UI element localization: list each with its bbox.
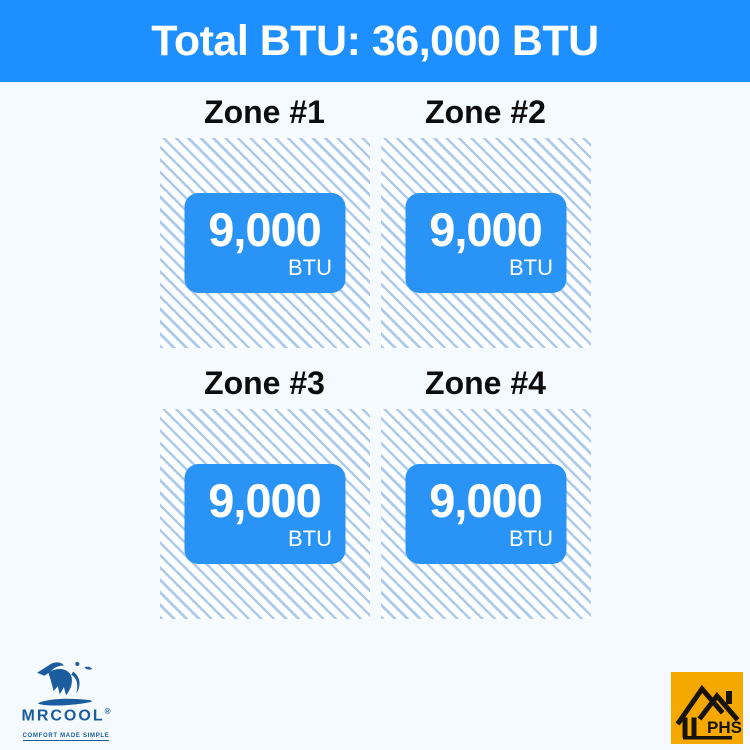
zone-1-btu-card: 9,000 BTU: [184, 193, 345, 293]
mrcool-penguin-icon: [37, 661, 93, 706]
zone-3: Zone #3 9,000 BTU: [159, 348, 370, 619]
zone-4-area: 9,000 BTU: [380, 409, 591, 619]
total-btu-banner: Total BTU: 36,000 BTU: [0, 0, 750, 82]
zone-2-btu-value: 9,000: [429, 203, 543, 256]
mrcool-brand-text: MRCOOL: [21, 707, 105, 725]
zone-1-btu-value: 9,000: [208, 203, 322, 256]
phs-logo: PHS: [671, 672, 743, 744]
zone-2-title: Zone #2: [425, 94, 546, 130]
zone-3-title: Zone #3: [204, 365, 325, 401]
zone-2: Zone #2 9,000 BTU: [380, 82, 591, 348]
zone-4-btu-value: 9,000: [429, 474, 543, 527]
zone-3-area: 9,000 BTU: [159, 409, 370, 619]
zone-1-title: Zone #1: [204, 94, 325, 130]
zone-3-btu-card: 9,000 BTU: [184, 464, 345, 564]
zone-4: Zone #4 9,000 BTU: [380, 348, 591, 619]
zone-1: Zone #1 9,000 BTU: [159, 82, 370, 348]
registered-mark: ®: [104, 707, 111, 716]
mrcool-wordmark: MRCOOL®: [12, 708, 120, 724]
mrcool-logo: MRCOOL® COMFORT MADE SIMPLE: [12, 658, 120, 742]
zone-1-btu-unit: BTU: [288, 255, 332, 280]
zone-4-title: Zone #4: [425, 365, 546, 401]
zones-grid: Zone #1 9,000 BTU Zone #2 9,000 BTU Zone…: [159, 82, 591, 619]
zone-2-btu-unit: BTU: [509, 255, 553, 280]
zone-row-2: Zone #3 9,000 BTU Zone #4 9,000 BTU: [159, 348, 591, 619]
zone-4-btu-card: 9,000 BTU: [405, 464, 566, 564]
zone-3-btu-unit: BTU: [288, 526, 332, 551]
zone-2-area: 9,000 BTU: [380, 138, 591, 348]
zone-row-1: Zone #1 9,000 BTU Zone #2 9,000 BTU: [159, 82, 591, 348]
phs-house-icon: PHS: [671, 672, 743, 744]
zone-1-area: 9,000 BTU: [159, 138, 370, 348]
phs-label: PHS: [707, 718, 742, 737]
total-btu-title: Total BTU: 36,000 BTU: [151, 16, 599, 65]
zone-3-btu-value: 9,000: [208, 474, 322, 527]
zone-4-btu-unit: BTU: [509, 526, 553, 551]
zone-2-btu-card: 9,000 BTU: [405, 193, 566, 293]
mrcool-tagline: COMFORT MADE SIMPLE: [22, 733, 110, 742]
